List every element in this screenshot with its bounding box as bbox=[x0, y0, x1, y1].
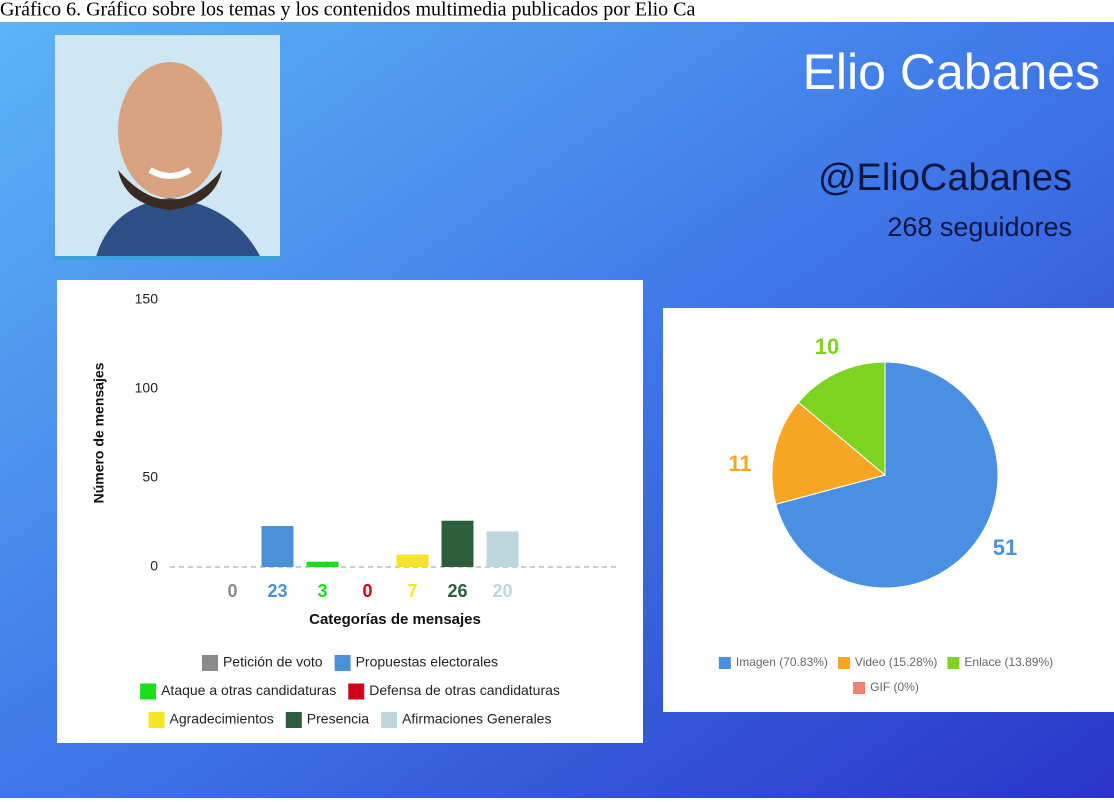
value-label: 0 bbox=[227, 581, 237, 601]
legend-swatch bbox=[286, 712, 302, 728]
legend-label: Imagen (70.83%) bbox=[736, 655, 828, 669]
value-label: 10 bbox=[815, 334, 839, 359]
bar bbox=[442, 521, 474, 567]
value-label: 7 bbox=[407, 581, 417, 601]
legend-swatch bbox=[140, 684, 156, 700]
legend-label: Video (15.28%) bbox=[855, 655, 938, 669]
value-label: 20 bbox=[492, 581, 512, 601]
y-tick-label: 100 bbox=[135, 380, 159, 396]
y-axis-title: Número de mensajes bbox=[91, 362, 107, 503]
legend-label: Petición de voto bbox=[223, 654, 323, 670]
y-tick-label: 50 bbox=[142, 469, 158, 485]
photo bbox=[55, 35, 280, 260]
legend-swatch bbox=[853, 682, 865, 694]
legend-label: GIF (0%) bbox=[870, 680, 919, 694]
profile-name: Elio Cabanes bbox=[803, 44, 1100, 100]
value-label: 11 bbox=[728, 451, 751, 476]
bar-card bbox=[57, 280, 643, 743]
bar bbox=[307, 562, 339, 567]
legend-label: Ataque a otras candidaturas bbox=[161, 682, 336, 698]
legend-swatch bbox=[335, 655, 351, 671]
value-label: 51 bbox=[993, 535, 1017, 560]
x-axis-title: Categorías de mensajes bbox=[309, 611, 481, 628]
caption: Gráfico 6. Gráfico sobre los temas y los… bbox=[0, 0, 696, 21]
profile-followers: 268 seguidores bbox=[887, 212, 1072, 242]
legend-label: Agradecimientos bbox=[170, 711, 274, 727]
legend-swatch bbox=[149, 712, 165, 728]
value-label: 26 bbox=[447, 581, 467, 601]
profile-handle: @ElioCabanes bbox=[818, 157, 1072, 199]
legend-swatch bbox=[947, 657, 959, 669]
legend-label: Presencia bbox=[307, 711, 369, 727]
screen: Gráfico 6. Gráfico sobre los temas y los… bbox=[0, 0, 1114, 798]
legend-label: Propuestas electorales bbox=[356, 654, 498, 670]
legend-swatch bbox=[202, 655, 218, 671]
value-label: 0 bbox=[362, 581, 372, 601]
legend-swatch bbox=[719, 657, 731, 669]
value-label: 3 bbox=[317, 581, 327, 601]
y-tick-label: 150 bbox=[135, 291, 159, 307]
bar bbox=[397, 555, 429, 567]
legend-swatch bbox=[381, 712, 397, 728]
legend-label: Defensa de otras candidaturas bbox=[369, 682, 560, 698]
legend-label: Enlace (13.89%) bbox=[964, 655, 1053, 669]
value-label: 23 bbox=[267, 581, 287, 601]
legend-swatch bbox=[348, 684, 364, 700]
page: Gráfico 6. Gráfico sobre los temas y los… bbox=[0, 0, 1114, 798]
legend-swatch bbox=[838, 657, 850, 669]
legend-label: Afirmaciones Generales bbox=[402, 711, 551, 727]
bar bbox=[262, 526, 294, 567]
bar bbox=[487, 531, 519, 567]
y-tick-label: 0 bbox=[150, 558, 158, 574]
